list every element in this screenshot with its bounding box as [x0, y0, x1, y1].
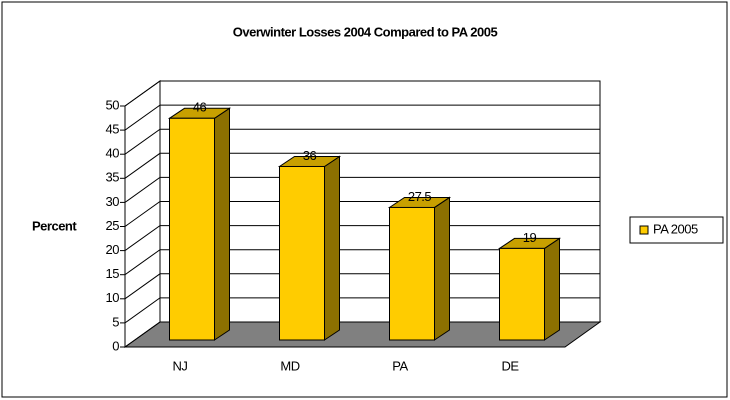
- data-label: 46: [193, 100, 207, 115]
- bar-side: [214, 107, 230, 341]
- grid-line: [124, 128, 600, 155]
- bar-side: [324, 155, 340, 341]
- y-tick-label: 15: [106, 266, 120, 281]
- data-label: 19: [523, 230, 537, 245]
- y-tick-label: 0: [112, 338, 119, 353]
- grid-line: [124, 249, 600, 276]
- y-tick-label: 5: [112, 314, 119, 329]
- data-label: 36: [303, 148, 317, 163]
- grid-line: [124, 225, 600, 252]
- chart-title: Overwinter Losses 2004 Compared to PA 20…: [233, 24, 498, 39]
- grid-line: [124, 297, 600, 324]
- y-tick-label: 10: [106, 290, 120, 305]
- bar: [169, 117, 215, 341]
- bar: [389, 206, 435, 341]
- y-tick-label: 25: [106, 218, 120, 233]
- x-tick-label: DE: [501, 358, 519, 373]
- bar-side: [434, 196, 450, 341]
- grid-line: [124, 201, 600, 227]
- y-tick-label: 30: [106, 194, 120, 209]
- y-tick-label: 50: [106, 97, 120, 112]
- x-tick-label: PA: [392, 358, 408, 373]
- bar-side: [544, 237, 560, 341]
- x-tick-label: MD: [280, 358, 299, 373]
- data-label: 27.5: [408, 189, 432, 204]
- grid-line: [124, 176, 600, 203]
- grid-line: [124, 104, 600, 131]
- bar: [279, 165, 325, 341]
- y-tick-label: 40: [106, 146, 120, 161]
- bar: [499, 247, 545, 341]
- legend-swatch: [639, 225, 649, 235]
- y-tick-label: 20: [106, 242, 120, 257]
- grid-line: [124, 152, 600, 179]
- x-tick-label: NJ: [173, 358, 188, 373]
- y-axis-label: Percent: [32, 218, 77, 233]
- y-tick-label: 35: [106, 170, 120, 185]
- grid-line: [124, 321, 600, 348]
- y-tick-label: 45: [106, 122, 120, 137]
- legend-label: PA 2005: [653, 221, 698, 236]
- grid-line: [124, 80, 600, 107]
- grid-line: [124, 273, 600, 300]
